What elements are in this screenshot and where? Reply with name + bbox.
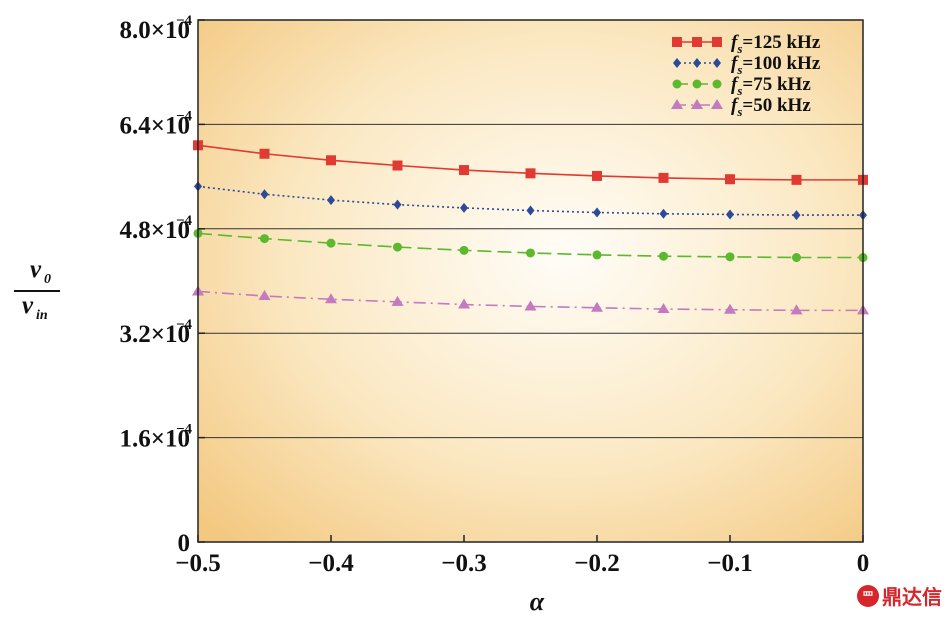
legend-label: fs=50 kHz: [731, 95, 811, 119]
data-point: [524, 300, 537, 311]
y-label-denominator: v: [22, 292, 34, 319]
data-point: [658, 172, 669, 183]
series-2: [193, 228, 868, 263]
y-tick-label: 0: [178, 530, 191, 557]
y-tick-exponent: −4: [176, 108, 193, 124]
legend-marker: [671, 99, 683, 109]
legend-marker: [712, 79, 722, 89]
data-point: [526, 248, 535, 258]
y-tick-exponent: −4: [176, 13, 193, 29]
x-axis-label: α: [530, 587, 545, 616]
x-tick-label: −0.3: [441, 550, 487, 577]
data-point: [260, 234, 269, 244]
legend-marker: [712, 37, 722, 47]
legend-entry-0: fs=125 kHz: [672, 32, 821, 56]
x-tick-label: −0.2: [574, 550, 620, 577]
legend-marker: [673, 58, 681, 68]
series-line: [197, 290, 863, 312]
data-point: [326, 238, 336, 248]
legend-label: fs=100 kHz: [731, 53, 821, 77]
data-point: [391, 295, 404, 306]
x-axis-ticks: −0.5 −0.4 −0.3 −0.2 −0.1 0: [175, 535, 869, 577]
data-point: [726, 209, 734, 220]
data-point: [260, 189, 269, 200]
legend-label: fs=125 kHz: [731, 32, 821, 56]
data-point: [791, 174, 802, 185]
data-point: [792, 253, 801, 263]
data-point: [591, 301, 603, 312]
data-point: [659, 208, 668, 219]
y-axis-label: v 0 v in: [14, 256, 60, 323]
y-tick-label: 8.0×10: [120, 17, 191, 44]
plot-area: [198, 20, 863, 542]
data-point: [459, 245, 469, 255]
watermark-logo-icon: 罒: [857, 584, 879, 607]
data-point: [657, 303, 670, 314]
legend-marker: [693, 58, 701, 68]
data-point: [259, 148, 270, 159]
data-point: [593, 207, 601, 218]
data-point: [659, 251, 668, 261]
y-label-numerator: v: [30, 256, 42, 283]
y-tick-label: 6.4×10: [120, 112, 191, 139]
legend-marker: [711, 99, 723, 109]
watermark: 罒 鼎达信: [857, 581, 942, 610]
data-point: [258, 290, 271, 301]
y-tick-exponent: −4: [176, 213, 193, 229]
data-point: [725, 252, 735, 262]
legend-marker: [691, 99, 703, 109]
grid: [198, 123, 863, 439]
data-point: [792, 210, 801, 221]
series-line: [197, 185, 863, 216]
data-point: [393, 199, 402, 210]
data-point: [592, 170, 602, 181]
legend-entry-2: fs=75 kHz: [672, 74, 811, 98]
watermark-text: 鼎达信: [882, 585, 942, 609]
legend-marker: [692, 37, 702, 47]
y-tick-exponent: −4: [176, 422, 193, 438]
y-tick-exponent: −4: [176, 317, 193, 333]
legend-marker: [713, 58, 721, 68]
data-point: [790, 304, 803, 315]
data-point: [592, 250, 602, 260]
data-point: [327, 195, 335, 206]
x-tick-label: −0.5: [175, 550, 221, 577]
x-tick-label: 0: [857, 550, 870, 577]
data-point: [725, 174, 735, 185]
y-tick-label: 3.2×10: [120, 321, 191, 348]
data-point: [393, 242, 402, 252]
y-tick-label: 4.8×10: [120, 217, 191, 244]
y-tick-label: 1.6×10: [120, 426, 191, 453]
y-axis-ticks: 01.6×10−43.2×10−44.8×10−46.4×10−48.0×10−…: [120, 13, 205, 557]
plot-frame: [197, 19, 864, 543]
legend-entry-1: fs=100 kHz: [673, 53, 821, 77]
x-tick-label: −0.1: [707, 550, 753, 577]
data-point: [460, 202, 468, 213]
legend-marker: [672, 37, 682, 47]
data-point: [459, 165, 469, 176]
data-point: [526, 205, 535, 216]
data-point: [724, 303, 736, 314]
y-label-denominator-sub: in: [36, 308, 48, 323]
x-tick-label: −0.4: [308, 550, 354, 577]
data-point: [525, 168, 536, 179]
data-point: [458, 298, 470, 309]
legend-marker: [672, 79, 682, 89]
data-point: [326, 155, 336, 166]
legend-entry-3: fs=50 kHz: [671, 95, 811, 119]
y-label-numerator-sub: 0: [44, 272, 51, 287]
legend-label: fs=75 kHz: [731, 74, 811, 98]
data-point: [392, 160, 403, 171]
legend-marker: [692, 79, 702, 89]
data-point: [325, 293, 337, 304]
